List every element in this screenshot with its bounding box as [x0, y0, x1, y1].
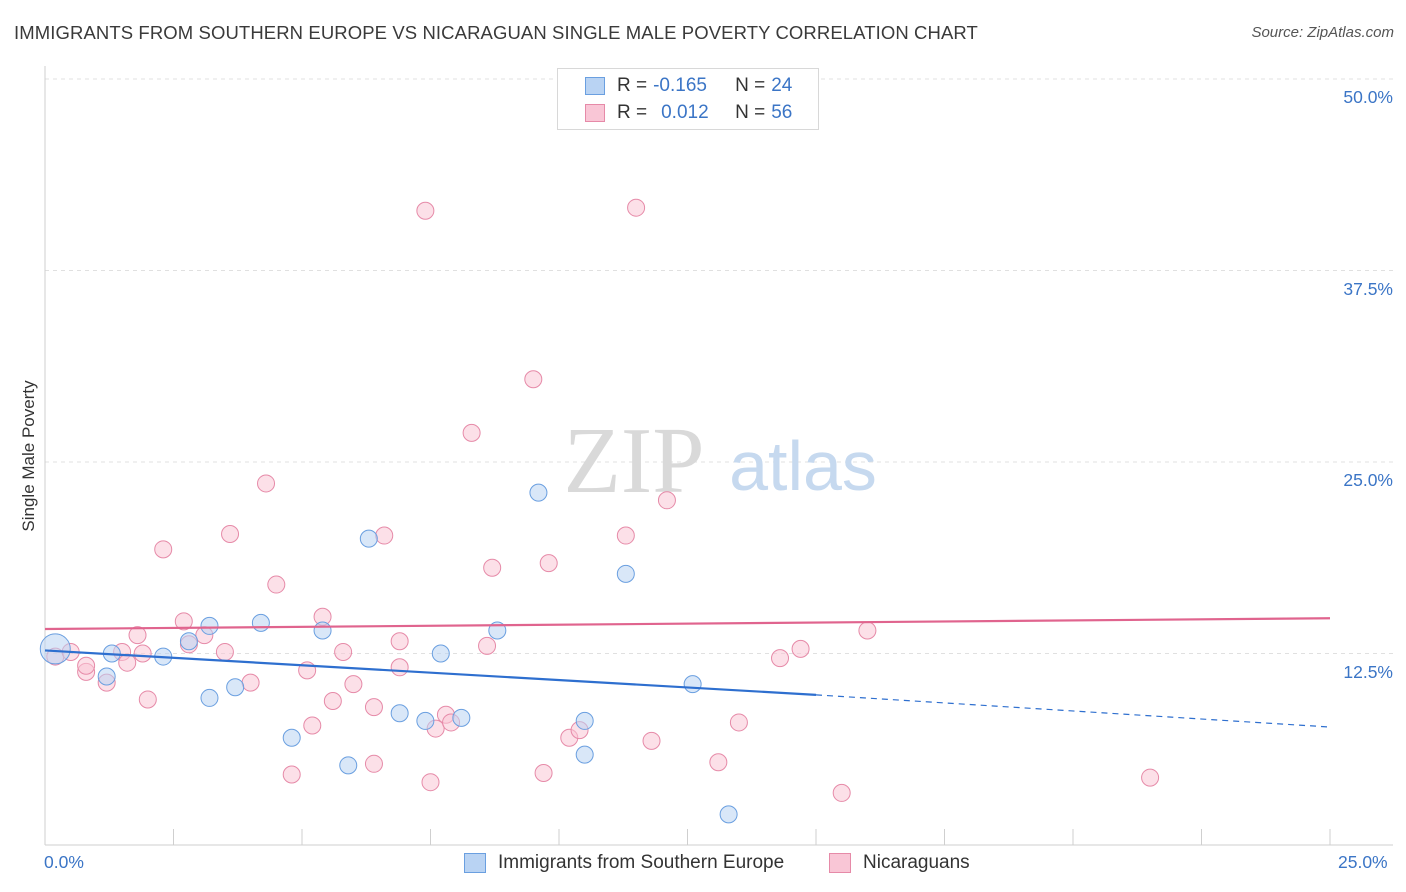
- point-southern-europe[interactable]: [282, 728, 301, 747]
- point-southern-europe[interactable]: [452, 708, 471, 727]
- legend-n-value: 56: [771, 102, 793, 123]
- point-southern-europe[interactable]: [200, 688, 219, 707]
- x-tick-label-min: 0.0%: [44, 852, 84, 872]
- point-southern-europe[interactable]: [390, 704, 409, 723]
- legend-n-label: N =: [735, 75, 766, 96]
- point-nicaraguans[interactable]: [282, 765, 301, 784]
- point-nicaraguans[interactable]: [364, 698, 383, 717]
- point-southern-europe[interactable]: [97, 667, 116, 686]
- point-nicaraguans[interactable]: [390, 658, 409, 677]
- point-southern-europe[interactable]: [226, 678, 245, 697]
- watermark-zip: ZIP: [564, 409, 705, 513]
- point-southern-europe[interactable]: [431, 644, 450, 663]
- point-nicaraguans[interactable]: [390, 632, 409, 651]
- point-nicaraguans[interactable]: [478, 636, 497, 655]
- point-nicaraguans[interactable]: [375, 526, 394, 545]
- trend-line-southern-europe: [44, 649, 817, 696]
- legend-r-label: R =: [617, 75, 648, 96]
- point-nicaraguans[interactable]: [174, 612, 193, 631]
- point-nicaraguans[interactable]: [771, 649, 790, 668]
- point-nicaraguans[interactable]: [221, 525, 240, 544]
- point-nicaraguans[interactable]: [832, 783, 851, 802]
- point-nicaraguans[interactable]: [524, 370, 543, 389]
- point-nicaraguans[interactable]: [729, 713, 748, 732]
- chart-source: Source: ZipAtlas.com: [1251, 24, 1394, 41]
- point-nicaraguans[interactable]: [462, 423, 481, 442]
- point-nicaraguans[interactable]: [267, 575, 286, 594]
- point-southern-europe[interactable]: [719, 805, 738, 824]
- point-southern-europe[interactable]: [575, 711, 594, 730]
- point-nicaraguans[interactable]: [416, 201, 435, 220]
- point-nicaraguans[interactable]: [138, 690, 157, 709]
- point-southern-europe[interactable]: [200, 616, 219, 635]
- point-nicaraguans[interactable]: [334, 642, 353, 661]
- watermark-atlas: atlas: [729, 427, 877, 505]
- point-nicaraguans[interactable]: [483, 558, 502, 577]
- legend-n-label: N =: [735, 102, 766, 123]
- point-southern-europe[interactable]: [179, 632, 198, 651]
- point-nicaraguans[interactable]: [133, 644, 152, 663]
- point-nicaraguans[interactable]: [539, 554, 558, 573]
- legend-row-southern-europe: R = -0.165 N = 24: [558, 73, 792, 99]
- point-nicaraguans[interactable]: [303, 716, 322, 735]
- series-legend: Immigrants from Southern Europe Nicaragu…: [0, 852, 1406, 876]
- point-nicaraguans[interactable]: [1141, 768, 1160, 787]
- legend-swatch-southern-europe: [585, 77, 605, 95]
- legend-r-value: 0.012: [661, 102, 709, 123]
- y-tick-label: 37.5%: [1343, 278, 1393, 299]
- point-southern-europe[interactable]: [39, 633, 71, 665]
- point-nicaraguans[interactable]: [257, 474, 276, 493]
- point-nicaraguans[interactable]: [344, 675, 363, 694]
- point-southern-europe[interactable]: [683, 675, 702, 694]
- point-nicaraguans[interactable]: [421, 773, 440, 792]
- series-swatch-nicaraguans: [829, 853, 851, 873]
- point-nicaraguans[interactable]: [364, 754, 383, 773]
- point-nicaraguans[interactable]: [627, 198, 646, 217]
- point-nicaraguans[interactable]: [128, 626, 147, 645]
- point-nicaraguans[interactable]: [642, 731, 661, 750]
- legend-row-nicaraguans: R = 0.012 N = 56: [558, 100, 792, 126]
- correlation-legend: R = -0.165 N = 24 R = 0.012 N = 56: [557, 68, 819, 130]
- series-legend-southern-europe[interactable]: Immigrants from Southern Europe: [464, 852, 784, 874]
- point-nicaraguans[interactable]: [215, 642, 234, 661]
- legend-r-value: -0.165: [653, 75, 707, 96]
- legend-r-label: R =: [617, 102, 648, 123]
- point-nicaraguans[interactable]: [657, 491, 676, 510]
- legend-swatch-nicaraguans: [585, 104, 605, 122]
- point-nicaraguans[interactable]: [858, 621, 877, 640]
- series-label-southern-europe: Immigrants from Southern Europe: [498, 852, 785, 873]
- point-southern-europe[interactable]: [313, 621, 332, 640]
- point-nicaraguans[interactable]: [77, 656, 96, 675]
- point-southern-europe[interactable]: [529, 483, 548, 502]
- point-nicaraguans[interactable]: [241, 673, 260, 692]
- point-nicaraguans[interactable]: [154, 540, 173, 559]
- point-southern-europe[interactable]: [359, 529, 378, 548]
- chart-title: IMMIGRANTS FROM SOUTHERN EUROPE VS NICAR…: [14, 22, 978, 43]
- y-tick-label: 25.0%: [1343, 470, 1393, 490]
- y-tick-label: 12.5%: [1343, 661, 1393, 682]
- legend-n-value: 24: [771, 75, 793, 96]
- x-tick-label-max: 25.0%: [1338, 852, 1388, 872]
- point-nicaraguans[interactable]: [534, 763, 553, 782]
- trend-line-nicaraguans: [44, 617, 1331, 631]
- point-nicaraguans[interactable]: [709, 753, 728, 772]
- point-southern-europe[interactable]: [339, 756, 358, 775]
- series-legend-nicaraguans[interactable]: Nicaraguans: [829, 852, 970, 874]
- series-swatch-southern-europe: [464, 853, 486, 873]
- y-tick-label: 50.0%: [1343, 87, 1393, 107]
- point-southern-europe[interactable]: [575, 745, 594, 764]
- point-nicaraguans[interactable]: [791, 639, 810, 658]
- series-label-nicaraguans: Nicaraguans: [863, 852, 970, 873]
- point-nicaraguans[interactable]: [118, 653, 137, 672]
- trend-line-southern-europe-extrapolated: [815, 694, 1331, 728]
- point-nicaraguans[interactable]: [323, 691, 342, 710]
- point-southern-europe[interactable]: [616, 564, 635, 583]
- point-nicaraguans[interactable]: [616, 526, 635, 545]
- point-southern-europe[interactable]: [251, 613, 270, 632]
- point-southern-europe[interactable]: [416, 711, 435, 730]
